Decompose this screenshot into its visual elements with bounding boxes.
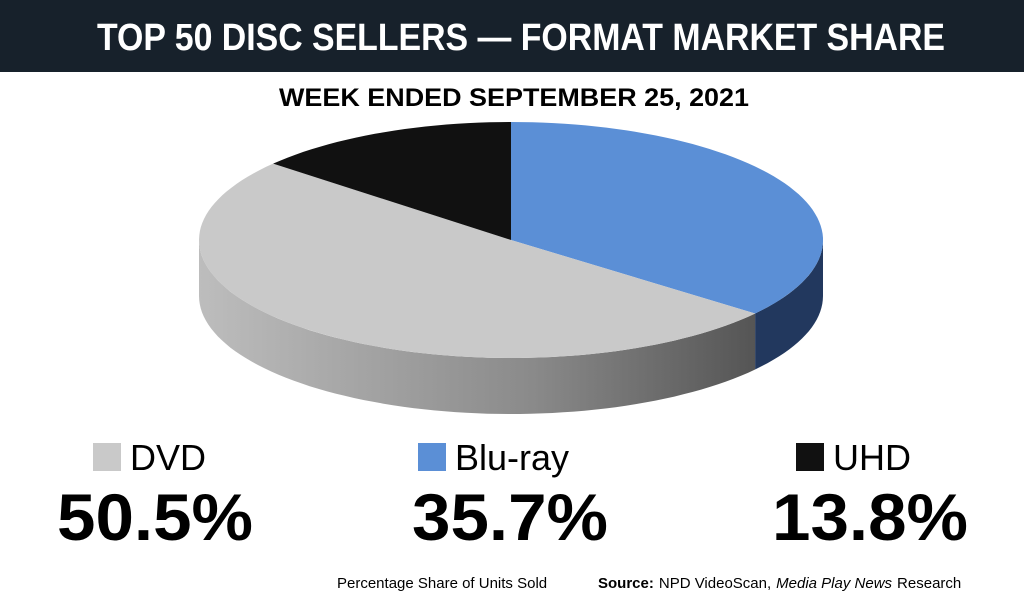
pie-slice [199, 163, 756, 358]
source-label: Source: [598, 575, 654, 592]
legend-label: UHD [833, 437, 911, 478]
legend-swatch [418, 443, 446, 471]
legend-label: DVD [130, 437, 206, 478]
legend-swatch [796, 443, 824, 471]
source-text: NPD VideoScan, [659, 575, 771, 592]
source-publication: Media Play News [776, 575, 892, 592]
pie-side [755, 240, 823, 370]
pie-side [199, 240, 756, 414]
value-label: 35.7% [412, 480, 608, 554]
source: Source: NPD VideoScan, Media Play News Rese… [598, 575, 961, 592]
pie-slice [511, 122, 823, 314]
source-suffix: Research [897, 575, 961, 592]
chart-title: TOP 50 DISC SELLERS — FORMAT MARKET SHAR… [97, 17, 945, 59]
pie [199, 122, 823, 414]
value-label: 13.8% [772, 480, 968, 554]
value-label: 50.5% [57, 480, 253, 554]
legend-label: Blu-ray [455, 437, 569, 478]
chart-subtitle: WEEK ENDED SEPTEMBER 25, 2021 [279, 84, 749, 112]
pie-slice [273, 122, 511, 240]
legend-swatch [93, 443, 121, 471]
title-bar [0, 0, 1024, 72]
footnote: Percentage Share of Units Sold [337, 575, 547, 592]
